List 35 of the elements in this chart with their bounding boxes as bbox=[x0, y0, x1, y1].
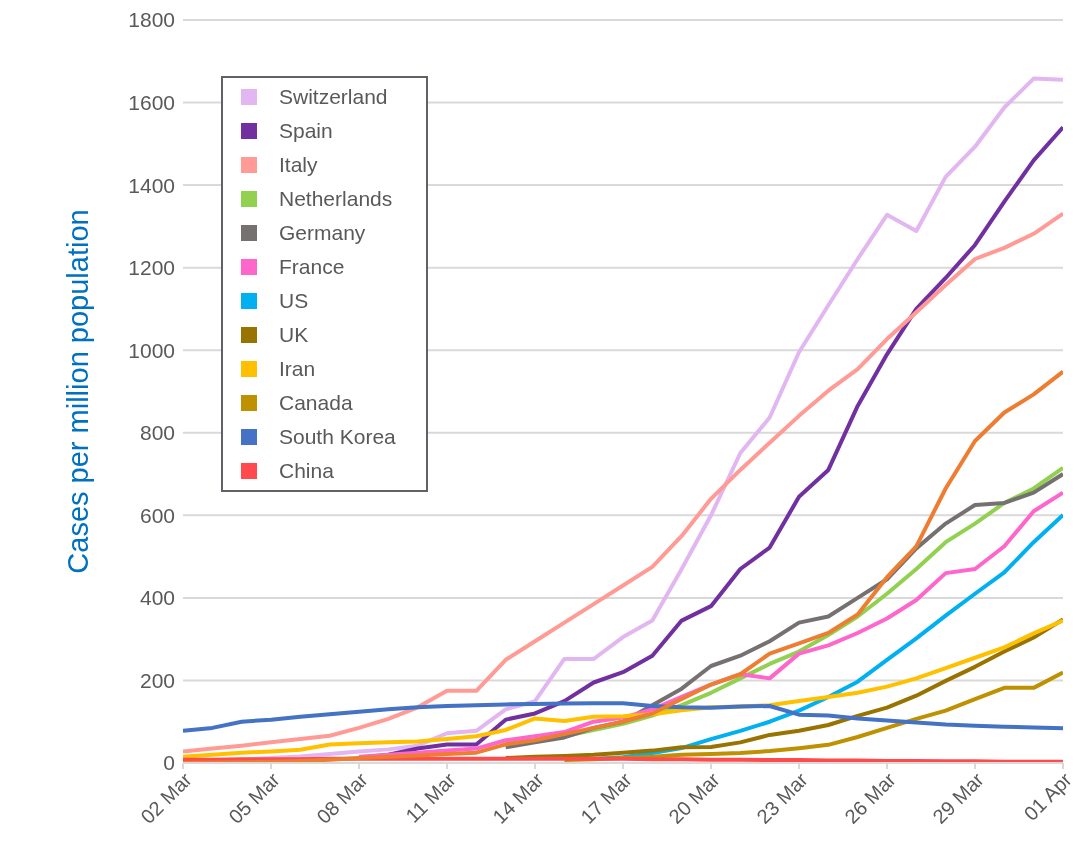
x-tick-label: 17 Mar bbox=[576, 768, 637, 828]
legend-label: Canada bbox=[279, 391, 353, 415]
y-tick-label: 1400 bbox=[128, 173, 175, 197]
y-tick-label: 1800 bbox=[128, 8, 175, 32]
legend-label: Germany bbox=[279, 221, 366, 245]
legend-label: South Korea bbox=[279, 425, 396, 449]
legend-label: China bbox=[279, 459, 334, 483]
y-tick-label: 600 bbox=[139, 503, 175, 527]
y-tick-label: 0 bbox=[163, 751, 175, 775]
x-tick-label: 29 Mar bbox=[928, 768, 989, 828]
y-tick-label: 400 bbox=[139, 586, 175, 610]
x-tick-label: 11 Mar bbox=[401, 768, 461, 827]
legend-label: Switzerland bbox=[279, 85, 388, 109]
legend-label: UK bbox=[279, 323, 309, 347]
legend-label: Netherlands bbox=[279, 187, 393, 211]
x-tick-label: 20 Mar bbox=[664, 768, 725, 828]
legend-label: Iran bbox=[279, 357, 316, 381]
y-tick-label: 200 bbox=[139, 668, 175, 692]
legend-label: Italy bbox=[279, 153, 318, 177]
line-series bbox=[183, 211, 1063, 754]
y-tick-label: 1600 bbox=[128, 91, 175, 115]
y-axis-title: Cases per million population bbox=[62, 209, 95, 574]
x-tick-label: 08 Mar bbox=[312, 768, 373, 828]
x-tick-label: 23 Mar bbox=[752, 768, 813, 828]
y-tick-label: 800 bbox=[139, 421, 175, 445]
line-series bbox=[183, 701, 1063, 733]
y-tick-label: 1200 bbox=[128, 256, 175, 280]
legend-label: US bbox=[279, 289, 309, 313]
x-tick-label: 05 Mar bbox=[224, 768, 285, 828]
x-tick-label: 01 Apr bbox=[1019, 768, 1077, 825]
legend-label: Spain bbox=[279, 119, 333, 143]
y-tick-label: 1000 bbox=[128, 338, 175, 362]
x-tick-label: 26 Mar bbox=[840, 768, 901, 828]
x-tick-label: 14 Mar bbox=[488, 768, 549, 828]
legend-label: France bbox=[279, 255, 345, 279]
